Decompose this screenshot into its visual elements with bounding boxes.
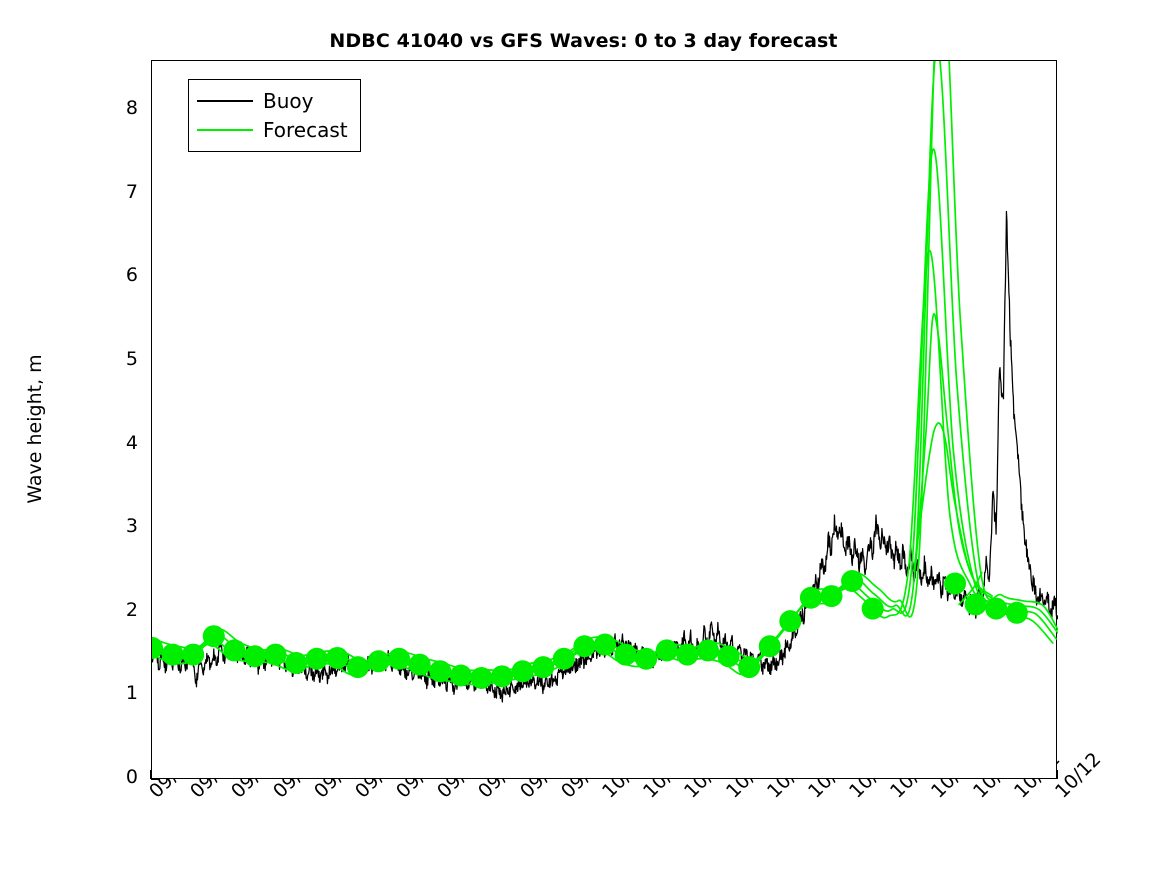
series-path (152, 61, 1058, 679)
data-point-marker (696, 639, 719, 662)
plot-area (151, 60, 1058, 779)
data-point-marker (944, 572, 967, 595)
data-point-marker (161, 643, 184, 666)
data-point-marker (449, 664, 472, 687)
series-path (152, 210, 1058, 703)
data-point-marker (305, 647, 328, 670)
data-point-marker (285, 651, 308, 674)
data-point-marker (552, 647, 575, 670)
data-point-marker (388, 647, 411, 670)
data-point-marker (779, 610, 802, 633)
data-point-marker (264, 643, 287, 666)
data-point-marker (676, 643, 699, 666)
data-point-marker (408, 653, 431, 676)
y-tick-label: 3 (125, 515, 138, 538)
data-point-marker (429, 660, 452, 683)
data-point-marker (964, 593, 987, 616)
y-tick-label: 0 (125, 766, 138, 788)
series-path (958, 571, 983, 606)
y-tick-label: 2 (125, 598, 138, 621)
x-tick-label: 10/12 (1051, 748, 1106, 803)
y-tick-label: 8 (125, 97, 138, 120)
x-tick-mark (150, 770, 152, 779)
data-point-marker (511, 660, 534, 683)
legend-swatch-forecast (197, 128, 253, 131)
data-point-marker (820, 585, 843, 608)
data-point-marker (614, 643, 637, 666)
data-point-marker (738, 656, 761, 679)
data-point-marker (326, 646, 349, 669)
legend-swatch-buoy (197, 99, 253, 102)
data-point-marker (655, 639, 678, 662)
data-point-marker (367, 650, 390, 673)
series-path (913, 422, 993, 597)
data-point-marker (532, 656, 555, 679)
series-path (152, 148, 1058, 683)
data-point-marker (243, 645, 266, 668)
y-axis-label: Wave height, m (24, 354, 46, 504)
series-path (915, 313, 998, 602)
plot-canvas (152, 61, 1058, 703)
legend-entry-buoy: Buoy (197, 86, 348, 115)
legend-label-buoy: Buoy (263, 88, 314, 113)
legend-label-forecast: Forecast (263, 117, 348, 142)
page-title: NDBC 41040 vs GFS Waves: 0 to 3 day fore… (329, 30, 838, 52)
data-point-marker (841, 570, 864, 593)
data-point-marker (861, 597, 884, 620)
data-point-marker (346, 656, 369, 679)
y-tick-label: 7 (125, 180, 138, 203)
y-tick-label: 5 (125, 347, 138, 370)
data-point-marker (635, 647, 658, 670)
y-tick-label: 6 (125, 264, 138, 287)
data-point-marker (152, 636, 163, 659)
data-point-marker (470, 667, 493, 689)
y-tick-label: 4 (125, 431, 138, 454)
data-point-marker (799, 586, 822, 609)
y-tick-label: 1 (125, 682, 138, 705)
data-point-marker (594, 633, 616, 656)
data-point-marker (182, 643, 205, 666)
data-point-marker (202, 625, 225, 648)
data-point-marker (573, 635, 596, 658)
data-point-marker (985, 597, 1008, 620)
data-point-marker (758, 635, 781, 658)
data-point-marker (223, 639, 246, 662)
data-point-marker (1005, 601, 1028, 624)
data-point-marker (717, 645, 740, 668)
legend: Buoy Forecast (188, 79, 361, 152)
legend-entry-forecast: Forecast (197, 115, 348, 144)
data-point-marker (491, 665, 514, 688)
